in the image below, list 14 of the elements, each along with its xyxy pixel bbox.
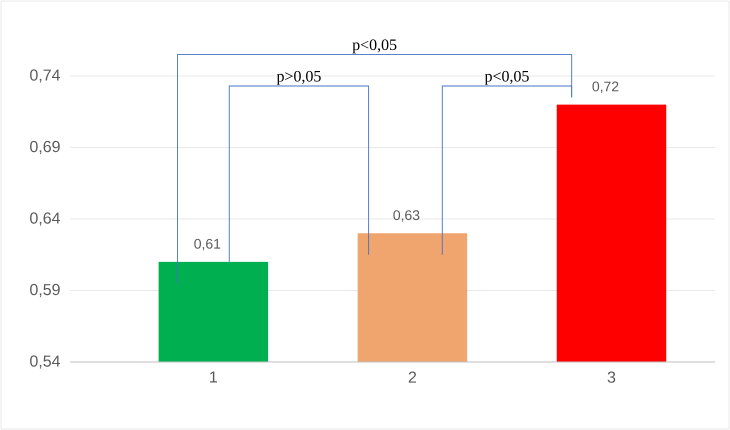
- data-label: 0,72: [592, 82, 618, 94]
- x-tick-label: 2: [408, 372, 416, 383]
- data-label: 0,61: [194, 238, 220, 250]
- text: p<0,05: [352, 39, 396, 54]
- y-tick-label: 0,54: [30, 355, 60, 369]
- annotation: p>0,05: [276, 70, 321, 85]
- y-tick-label: 0,69: [30, 140, 60, 154]
- y-tick-label: 0,74: [30, 69, 60, 83]
- y-tick-label: 0,59: [30, 284, 60, 298]
- y-tick-label: 0,64: [30, 212, 60, 226]
- x-tick-label: 1: [210, 372, 217, 382]
- annotation: p<0,05: [484, 70, 529, 85]
- x-tick-label: 3: [608, 372, 616, 383]
- data-label: 0,63: [393, 210, 420, 222]
